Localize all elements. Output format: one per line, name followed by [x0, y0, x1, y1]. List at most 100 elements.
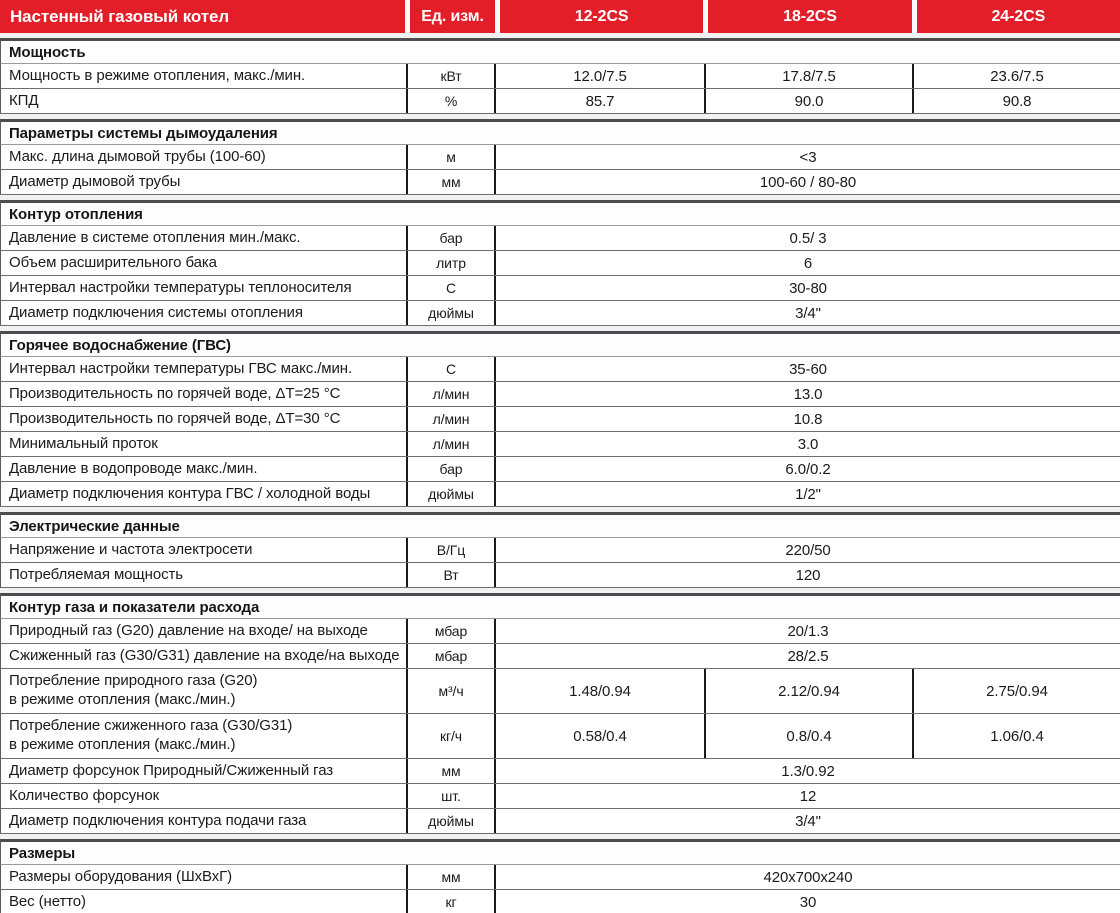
merged-value-cell: 10.8 — [793, 410, 823, 428]
param-cell: Сжиженный газ (G30/G31) давление на вход… — [9, 646, 400, 664]
unit-cell: % — [406, 89, 496, 113]
merged-value-cell: 35-60 — [789, 360, 827, 378]
merged-value-cell: 220/50 — [785, 541, 831, 559]
param-cell: Диаметр дымовой трубы — [9, 172, 181, 190]
unit-cell: л/мин — [406, 432, 496, 456]
value-cell-model-24-2cs: 90.8 — [912, 89, 1120, 113]
unit-cell: мбар — [406, 619, 496, 643]
model-column-header-18-2cs: 18-2CS — [703, 0, 912, 33]
param-cell: Вес (нетто) — [9, 892, 86, 910]
spec-row: Потребление природного газа (G20) в режи… — [0, 669, 1120, 714]
unit-cell: кВт — [406, 64, 496, 88]
param-cell: Диаметр форсунок Природный/Сжиженный газ — [9, 761, 334, 779]
spec-row: Мощность в режиме отопления, макс./мин. к… — [0, 64, 1120, 89]
unit-cell: С — [406, 357, 496, 381]
spec-row: Диаметр подключения системы отопления дюй… — [0, 301, 1120, 326]
unit-cell: шт. — [406, 784, 496, 808]
spec-row: Давление в системе отопления мин./макс. б… — [0, 226, 1120, 251]
spec-row: Сжиженный газ (G30/G31) давление на вход… — [0, 644, 1120, 669]
section-title: Мощность — [0, 38, 1120, 64]
param-cell: Размеры оборудования (ШхВхГ) — [9, 867, 233, 885]
merged-value-cell: 1/2" — [795, 485, 821, 503]
spec-row: Производительность по горячей воде, ΔT=2… — [0, 382, 1120, 407]
value-cell-model-12-2cs: 1.48/0.94 — [569, 682, 631, 700]
param-cell: Давление в водопроводе макс./мин. — [9, 459, 258, 477]
unit-cell: бар — [406, 226, 496, 250]
merged-value-cell: 3.0 — [797, 435, 819, 453]
param-cell: Давление в системе отопления мин./макс. — [9, 228, 301, 246]
unit-cell: л/мин — [406, 407, 496, 431]
unit-cell: В/Гц — [406, 538, 496, 562]
value-cell-model-12-2cs: 0.58/0.4 — [573, 727, 627, 745]
value-cell-model-24-2cs: 2.75/0.94 — [912, 669, 1120, 713]
spec-row: Давление в водопроводе макс./мин. бар 6.0/… — [0, 457, 1120, 482]
spec-row: Объем расширительного бака литр 6 — [0, 251, 1120, 276]
value-cell-model-18-2cs: 17.8/7.5 — [704, 64, 912, 88]
merged-value-cell: 6 — [803, 254, 813, 272]
unit-cell: мм — [406, 865, 496, 889]
unit-cell: мм — [406, 759, 496, 783]
spec-row: Природный газ (G20) давление на входе/ н… — [0, 619, 1120, 644]
value-cell-model-18-2cs: 90.0 — [704, 89, 912, 113]
merged-value-cell: <3 — [799, 148, 817, 166]
merged-value-cell: 30-80 — [789, 279, 827, 297]
unit-cell: мбар — [406, 644, 496, 668]
unit-cell: м³/ч — [406, 669, 496, 713]
unit-cell: С — [406, 276, 496, 300]
merged-value-cell: 1.3/0.92 — [781, 762, 835, 780]
spec-row: Минимальный проток л/мин 3.0 — [0, 432, 1120, 457]
value-cell-model-24-2cs: 1.06/0.4 — [912, 714, 1120, 758]
table-header: Настенный газовый котел Ед. изм. 12-2CS … — [0, 0, 1120, 33]
model-column-header-24-2cs: 24-2CS — [911, 0, 1120, 33]
merged-value-cell: 12 — [799, 787, 817, 805]
unit-cell: бар — [406, 457, 496, 481]
merged-value-cell: 30 — [799, 893, 817, 911]
merged-value-cell: 28/2.5 — [787, 647, 829, 665]
merged-value-cell: 6.0/0.2 — [785, 460, 831, 478]
spec-row: Количество форсунок шт. 12 — [0, 784, 1120, 809]
value-cell-model-24-2cs: 23.6/7.5 — [912, 64, 1120, 88]
value-cell-model-12-2cs: 12.0/7.5 — [573, 67, 627, 85]
merged-value-cell: 20/1.3 — [787, 622, 829, 640]
spec-row: Размеры оборудования (ШхВхГ) мм 420х700х24… — [0, 865, 1120, 890]
merged-value-cell: 3/4" — [795, 812, 821, 830]
spec-row: Потребление сжиженного газа (G30/G31) в … — [0, 714, 1120, 759]
unit-cell: литр — [406, 251, 496, 275]
unit-cell: мм — [406, 170, 496, 194]
spec-row: Макс. длина дымовой трубы (100-60) м <3 — [0, 145, 1120, 170]
param-cell: Интервал настройки температуры ГВС макс.… — [9, 359, 353, 377]
param-cell: Макс. длина дымовой трубы (100-60) — [9, 147, 266, 165]
param-cell: Мощность в режиме отопления, макс./мин. — [9, 66, 306, 84]
spec-row: КПД% 85.7 90.0 90.8 — [0, 89, 1120, 114]
merged-value-cell: 3/4" — [795, 304, 821, 322]
spec-row: Производительность по горячей воде, ΔT=3… — [0, 407, 1120, 432]
unit-cell: дюймы — [406, 301, 496, 325]
section-title: Электрические данные — [0, 512, 1120, 538]
page-title: Настенный газовый котел — [0, 0, 405, 33]
merged-value-cell: 100-60 / 80-80 — [759, 173, 857, 191]
param-cell: КПД — [9, 91, 39, 109]
spec-row: Потребляемая мощность Вт 120 — [0, 563, 1120, 588]
param-cell: Минимальный проток — [9, 434, 158, 452]
param-cell: Напряжение и частота электросети — [9, 540, 253, 558]
value-cell-model-18-2cs: 0.8/0.4 — [704, 714, 912, 758]
section-title: Контур газа и показатели расхода — [0, 593, 1120, 619]
unit-cell: кг/ч — [406, 714, 496, 758]
param-cell: Потребление сжиженного газа (G30/G31) в … — [9, 717, 293, 753]
param-cell: Объем расширительного бака — [9, 253, 217, 271]
spec-row: Интервал настройки температуры ГВС макс.… — [0, 357, 1120, 382]
merged-value-cell: 0.5/ 3 — [789, 229, 827, 247]
merged-value-cell: 13.0 — [793, 385, 823, 403]
unit-cell: дюймы — [406, 809, 496, 833]
merged-value-cell: 420х700х240 — [763, 868, 853, 886]
unit-cell: л/мин — [406, 382, 496, 406]
value-cell-model-12-2cs: 85.7 — [585, 92, 615, 110]
param-cell: Природный газ (G20) давление на входе/ н… — [9, 621, 368, 639]
section-title: Параметры системы дымоудаления — [0, 119, 1120, 145]
param-cell: Потребление природного газа (G20) в режи… — [9, 672, 258, 708]
spec-row: Диаметр подключения контура ГВС / холодн… — [0, 482, 1120, 507]
param-cell: Диаметр подключения системы отопления — [9, 303, 303, 321]
param-cell: Производительность по горячей воде, ΔT=3… — [9, 409, 341, 427]
param-cell: Потребляемая мощность — [9, 565, 183, 583]
